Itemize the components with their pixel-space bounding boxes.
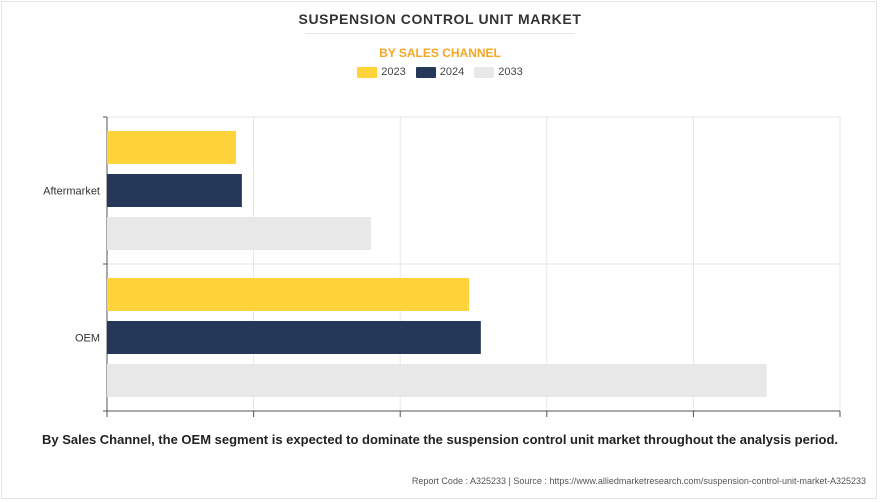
legend-swatch-2023 — [357, 66, 378, 78]
category-label-oem: OEM — [75, 333, 100, 345]
legend-item-2023[interactable]: 2023 — [357, 66, 406, 78]
category-label-aftermarket: Aftermarket — [43, 186, 100, 198]
legend-label-2023: 2023 — [381, 66, 406, 78]
report-source-footer: Report Code : A325233 | Source : https:/… — [411, 476, 866, 486]
bar-aftermarket-2033 — [107, 217, 371, 250]
legend: 2023 2024 2033 — [0, 66, 880, 78]
legend-item-2033[interactable]: 2033 — [474, 66, 523, 78]
chart-caption: By Sales Channel, the OEM segment is exp… — [41, 432, 839, 447]
legend-swatch-2033 — [474, 66, 495, 78]
legend-swatch-2024 — [415, 66, 436, 78]
bar-oem-2024 — [107, 321, 481, 354]
chart-title: SUSPENSION CONTROL UNIT MARKET — [298, 11, 582, 27]
bar-oem-2033 — [107, 364, 767, 397]
legend-label-2033: 2033 — [498, 66, 523, 78]
legend-item-2024[interactable]: 2024 — [415, 66, 465, 78]
legend-label-2024: 2024 — [439, 66, 465, 78]
bar-aftermarket-2024 — [107, 174, 242, 207]
bar-aftermarket-2023 — [107, 131, 237, 164]
title-divider — [305, 33, 575, 34]
bar-oem-2023 — [107, 278, 470, 311]
bar-chart: Aftermarket OEM — [43, 116, 841, 417]
chart-subtitle: BY SALES CHANNEL — [379, 46, 501, 60]
